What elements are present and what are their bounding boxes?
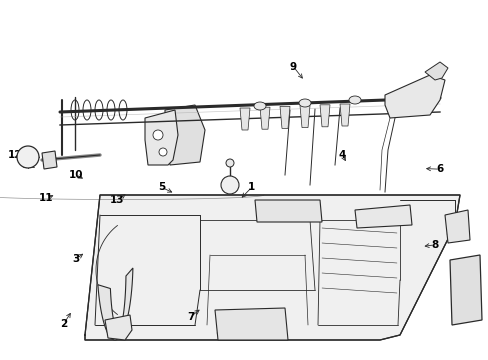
Text: 10: 10 (68, 170, 83, 180)
Ellipse shape (348, 96, 360, 104)
Polygon shape (254, 200, 321, 222)
Polygon shape (319, 105, 329, 127)
Polygon shape (280, 107, 289, 129)
Text: 6: 6 (436, 164, 443, 174)
Polygon shape (145, 110, 178, 165)
Polygon shape (85, 195, 459, 340)
Polygon shape (444, 210, 469, 243)
Ellipse shape (298, 99, 310, 107)
Text: 4: 4 (338, 150, 346, 160)
Polygon shape (299, 105, 309, 127)
Ellipse shape (253, 102, 265, 110)
Text: 11: 11 (39, 193, 54, 203)
Text: 7: 7 (186, 312, 194, 322)
Polygon shape (42, 151, 57, 169)
Polygon shape (339, 104, 349, 126)
Polygon shape (240, 108, 249, 130)
Polygon shape (260, 107, 269, 129)
Text: 12: 12 (7, 150, 22, 160)
Circle shape (221, 176, 239, 194)
Text: 13: 13 (110, 195, 124, 205)
Polygon shape (354, 205, 411, 228)
Polygon shape (384, 75, 444, 118)
Polygon shape (215, 308, 287, 340)
Circle shape (225, 159, 234, 167)
Circle shape (153, 130, 163, 140)
Text: 2: 2 (60, 319, 67, 329)
Text: 3: 3 (72, 254, 79, 264)
Text: 8: 8 (431, 240, 438, 250)
Circle shape (17, 146, 39, 168)
Polygon shape (449, 255, 481, 325)
Polygon shape (424, 62, 447, 80)
Text: 5: 5 (158, 182, 164, 192)
Polygon shape (164, 105, 204, 165)
Polygon shape (105, 315, 132, 340)
Polygon shape (98, 268, 133, 340)
Circle shape (159, 148, 167, 156)
Text: 1: 1 (248, 182, 255, 192)
Text: 9: 9 (289, 62, 296, 72)
